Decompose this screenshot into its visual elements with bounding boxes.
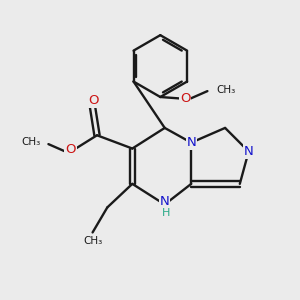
- Text: N: N: [186, 136, 196, 149]
- Text: N: N: [244, 145, 254, 158]
- Text: N: N: [160, 195, 169, 208]
- Text: O: O: [180, 92, 190, 105]
- Text: O: O: [65, 143, 76, 157]
- Text: CH₃: CH₃: [83, 236, 102, 246]
- Text: CH₃: CH₃: [22, 137, 41, 147]
- Text: CH₃: CH₃: [216, 85, 236, 94]
- Text: O: O: [88, 94, 98, 107]
- Text: H: H: [162, 208, 170, 218]
